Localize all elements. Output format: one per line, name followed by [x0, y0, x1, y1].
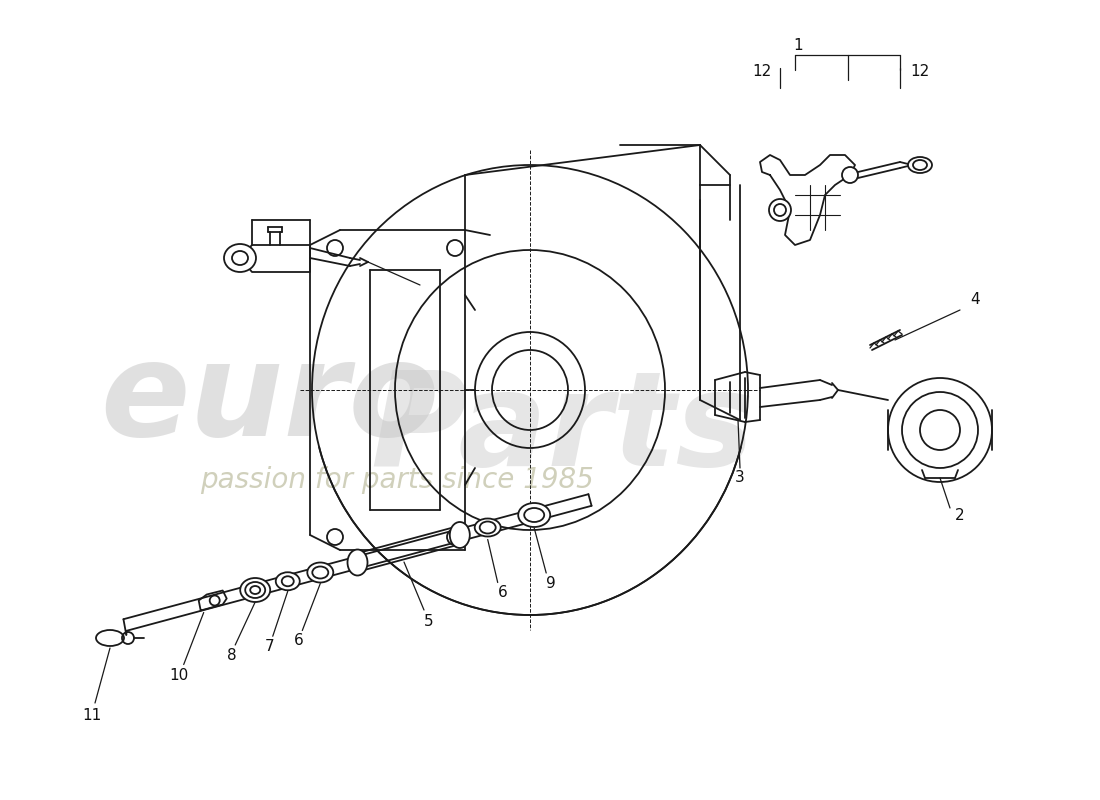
Circle shape [888, 378, 992, 482]
Text: 6: 6 [498, 585, 507, 600]
Text: 5: 5 [425, 614, 433, 630]
Text: 1: 1 [793, 38, 803, 53]
Text: 10: 10 [169, 668, 188, 683]
Ellipse shape [908, 157, 932, 173]
Ellipse shape [276, 572, 299, 590]
Ellipse shape [518, 503, 550, 527]
Text: passion for parts since 1985: passion for parts since 1985 [200, 466, 594, 494]
Ellipse shape [224, 244, 256, 272]
Circle shape [769, 199, 791, 221]
Text: 2: 2 [955, 507, 965, 522]
Circle shape [902, 392, 978, 468]
Circle shape [447, 529, 463, 545]
Circle shape [842, 167, 858, 183]
Text: 4: 4 [970, 293, 980, 307]
Ellipse shape [475, 518, 500, 537]
Text: 12: 12 [911, 65, 930, 79]
Text: 11: 11 [82, 709, 101, 723]
Circle shape [327, 240, 343, 256]
Ellipse shape [307, 562, 333, 582]
Ellipse shape [240, 578, 271, 602]
Circle shape [327, 529, 343, 545]
Text: 9: 9 [547, 575, 557, 590]
Ellipse shape [450, 522, 470, 548]
Text: 7: 7 [265, 638, 275, 654]
Ellipse shape [96, 630, 124, 646]
Text: 8: 8 [228, 647, 236, 662]
Text: Parts: Parts [370, 366, 755, 494]
Text: 12: 12 [752, 65, 771, 79]
Text: 6: 6 [294, 633, 304, 648]
Text: euro: euro [100, 337, 439, 463]
Text: 3: 3 [735, 470, 745, 486]
Circle shape [447, 240, 463, 256]
Ellipse shape [348, 550, 367, 575]
